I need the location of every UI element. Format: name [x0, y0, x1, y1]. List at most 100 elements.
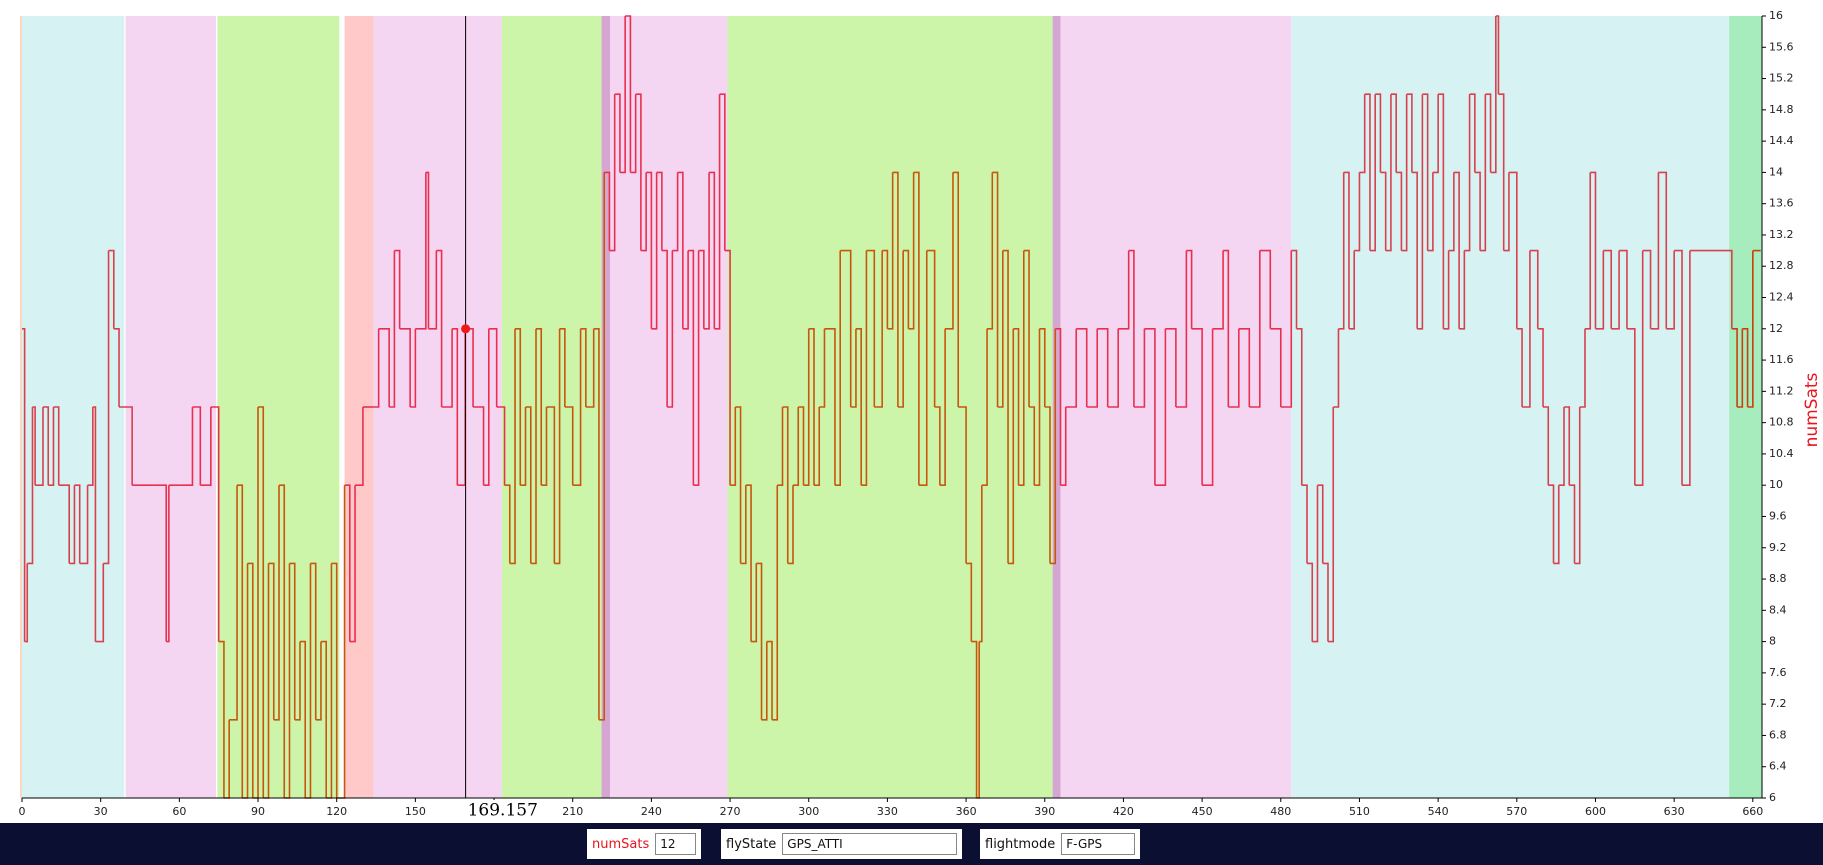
line-segment: [887, 172, 894, 330]
x-tick-label: 600: [1585, 805, 1606, 818]
line-segment: [751, 563, 758, 643]
line-segment: [410, 328, 417, 408]
y-tick-label: 8.4: [1769, 603, 1787, 616]
line-segment: [554, 328, 561, 565]
line-segment: [677, 171, 684, 329]
line-segment: [35, 407, 44, 486]
line-segment: [808, 328, 815, 486]
line-segment: [1747, 250, 1754, 408]
line-segment: [1202, 328, 1214, 486]
line-segment: [585, 328, 595, 408]
line-segment: [1529, 249, 1539, 329]
line-segment: [1603, 249, 1613, 329]
region: [22, 16, 125, 798]
y-tick-label: 10.4: [1769, 447, 1794, 460]
line-segment: [536, 328, 543, 486]
line-segment: [918, 250, 928, 486]
line-segment: [1516, 328, 1523, 407]
line-segment: [394, 249, 401, 329]
x-tick-label: 210: [562, 805, 583, 818]
line-segment: [1443, 250, 1450, 330]
y-tick-label: 13.2: [1769, 228, 1794, 241]
line-segment: [1359, 94, 1366, 174]
line-segment: [782, 406, 789, 564]
line-segment: [1118, 250, 1130, 330]
line-segment: [971, 640, 978, 798]
line-segment: [772, 485, 779, 721]
y-tick-label: 15.2: [1769, 72, 1794, 85]
line-segment: [268, 562, 275, 720]
line-segment: [1508, 171, 1518, 329]
series: [22, 15, 1761, 799]
line-segment: [32, 406, 36, 486]
line-segment: [496, 406, 506, 486]
x-tick-label: 150: [405, 805, 426, 818]
line-segment: [882, 249, 889, 329]
line-segment: [320, 640, 328, 798]
x-tick-label: 90: [251, 805, 265, 818]
line-segment: [861, 250, 868, 486]
line-segment: [436, 249, 443, 407]
line-segment: [609, 94, 616, 252]
line-segment: [87, 407, 94, 486]
status-bar: numSats 12 flyState GPS_ATTI flightmode F-G…: [0, 823, 1823, 865]
x-tick-label: 30: [94, 805, 108, 818]
field-label: numSats: [592, 836, 650, 852]
line-segment: [1144, 328, 1156, 486]
line-segment: [688, 249, 695, 486]
x-tick-label: 420: [1113, 805, 1134, 818]
x-tick-label: 570: [1506, 805, 1527, 818]
line-segment: [1422, 93, 1429, 251]
line-segment: [525, 406, 532, 564]
line-segment: [192, 406, 202, 486]
line-segment: [1317, 484, 1324, 564]
line-segment: [1522, 250, 1531, 408]
line-segment: [1307, 562, 1314, 642]
y-tick-label: 14.8: [1769, 103, 1794, 116]
x-tick-label: 330: [877, 805, 898, 818]
region: [1729, 16, 1762, 798]
y-tick-label: 14: [1769, 165, 1783, 178]
line-segment: [1564, 406, 1571, 486]
x-tick-label: 390: [1034, 805, 1055, 818]
line-segment: [166, 485, 170, 643]
line-segment: [724, 249, 731, 486]
y-tick-label: 9.6: [1769, 509, 1787, 522]
line-segment: [813, 407, 821, 486]
line-segment: [441, 328, 453, 408]
line-segment: [1553, 485, 1560, 565]
line-segment: [1008, 328, 1015, 565]
line-segment: [119, 406, 133, 486]
line-segment: [1642, 249, 1652, 329]
line-segment: [1569, 484, 1576, 564]
y-tick-label: 11.6: [1769, 353, 1794, 366]
line-segment: [1737, 328, 1744, 408]
y-tick-label: 8: [1769, 635, 1776, 648]
line-segment: [619, 16, 626, 174]
line-segment: [520, 407, 527, 486]
x-tick-label: 510: [1349, 805, 1370, 818]
line-segment: [793, 407, 800, 486]
y-tick-label: 7.6: [1769, 666, 1787, 679]
line-segment: [1619, 249, 1628, 329]
line-segment: [1498, 93, 1505, 251]
line-segment: [1249, 250, 1261, 408]
x-tick-label: 60: [172, 805, 186, 818]
line-segment: [229, 485, 238, 721]
line-segment: [1343, 171, 1350, 329]
line-segment: [979, 485, 983, 643]
line-segment: [355, 407, 364, 486]
line-segment: [1406, 93, 1413, 173]
line-segment: [1338, 172, 1345, 330]
x-tick-label: 0: [19, 805, 26, 818]
line-segment: [1322, 562, 1329, 642]
line-segment: [349, 485, 356, 643]
line-segment: [428, 250, 438, 330]
line-segment: [614, 93, 621, 173]
line-segment: [1291, 249, 1298, 329]
y-tick-label: 6.4: [1769, 760, 1787, 773]
line-segment: [1076, 328, 1088, 407]
line-segment: [1055, 328, 1062, 486]
line-segment: [1485, 93, 1492, 173]
y-tick-label: 6: [1769, 791, 1776, 804]
